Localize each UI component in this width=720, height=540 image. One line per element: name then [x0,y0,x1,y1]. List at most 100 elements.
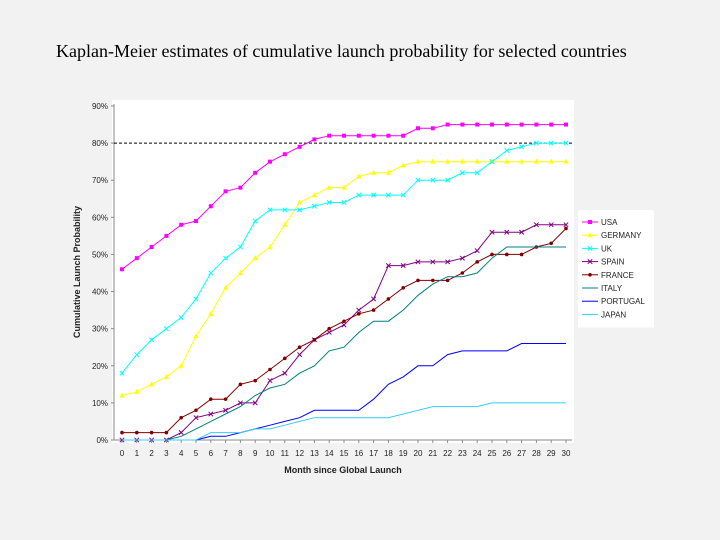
data-point [371,169,377,175]
x-tick-label: 24 [473,449,482,458]
data-point [459,255,465,261]
data-point [445,278,450,283]
data-point [386,297,391,301]
data-point [223,255,229,261]
x-axis-label: Month since Global Launch [284,465,402,475]
data-point [445,177,451,183]
data-point [297,345,302,350]
data-point [371,133,376,138]
x-tick-label: 4 [179,449,184,458]
data-point [504,229,510,235]
data-point [460,122,465,127]
data-point [356,192,362,198]
data-point [415,158,421,164]
data-point [489,229,495,235]
data-point [194,408,198,413]
data-point [587,232,593,238]
legend-item-usa: USA [582,218,618,227]
data-point [237,400,243,406]
data-point [460,271,465,275]
data-point [253,170,258,175]
data-point [490,252,494,257]
legend-label: GERMANY [601,231,642,240]
series-france [120,226,568,435]
data-point [252,218,258,224]
data-point [400,263,406,269]
y-tick-label: 0% [96,436,108,445]
data-point [223,189,228,194]
data-point [415,177,421,183]
data-point [119,392,125,398]
x-tick-label: 15 [340,449,349,458]
legend-label: SPAIN [601,258,625,267]
data-point [149,381,155,387]
data-point [327,133,332,138]
data-point [563,158,569,164]
legend-item-spain: SPAIN [582,258,625,267]
data-point [459,158,465,164]
data-point [459,170,465,176]
data-point [311,203,317,209]
x-tick-label: 10 [266,449,275,458]
data-point [252,255,258,261]
series-usa [120,122,568,272]
data-point [134,256,139,261]
data-point [178,314,184,321]
data-point [474,248,480,254]
data-point [548,158,554,164]
x-tick-label: 3 [164,449,169,458]
data-point [341,184,347,190]
data-point [297,352,303,358]
data-point [149,337,155,343]
y-tick-label: 90% [92,102,108,111]
data-point [549,241,553,246]
data-point [208,270,214,276]
data-point [416,278,420,283]
series-spain [119,222,569,443]
series-line [122,402,566,441]
data-point [208,411,214,417]
data-point [385,192,391,198]
data-point [120,267,124,272]
series-italy [122,246,566,441]
legend-item-germany: GERMANY [582,231,642,240]
data-point [533,158,539,164]
data-point [268,159,272,164]
x-tick-label: 14 [325,449,334,458]
data-point [548,222,554,228]
data-point [326,184,332,190]
data-point [563,222,569,228]
data-point [474,158,480,164]
x-tick-label: 18 [384,449,393,458]
legend-label: PORTUGAL [601,297,645,306]
x-tick-label: 26 [502,449,511,458]
data-point [164,430,169,435]
legend-item-italy: ITALY [582,284,623,293]
data-point [193,333,199,339]
x-tick-label: 16 [354,449,363,458]
data-point [341,322,347,328]
data-point [267,207,273,213]
x-tick-label: 8 [238,449,243,458]
data-point [267,378,273,384]
data-point [431,278,435,283]
data-point [400,162,406,168]
data-point [327,326,332,331]
data-point [149,245,154,250]
data-point [519,229,525,235]
data-point [563,140,569,146]
data-point [179,415,183,420]
data-point [237,270,243,275]
x-tick-label: 9 [253,449,258,458]
x-tick-label: 21 [428,449,437,458]
x-tick-label: 29 [547,449,556,458]
x-tick-label: 23 [458,449,467,458]
x-tick-label: 13 [310,449,319,458]
data-point [533,222,539,228]
data-point [401,286,406,290]
series-line [122,246,566,441]
data-point [430,259,436,265]
data-point [371,308,376,312]
data-point [587,245,593,251]
